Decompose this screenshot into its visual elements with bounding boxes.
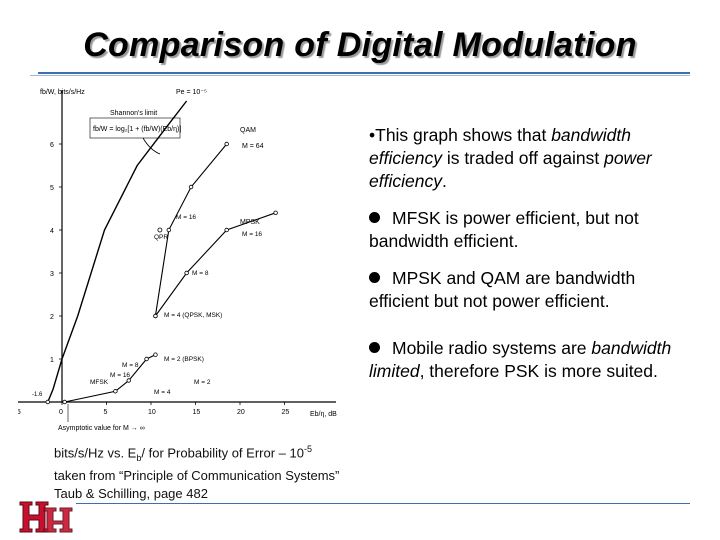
bullet-dot-icon bbox=[369, 272, 380, 283]
x-tick-label: 15 bbox=[193, 409, 201, 416]
mfsk-m16-label: M = 16 bbox=[110, 372, 130, 379]
mpsk-m4-label: M = 4 (QPSK, MSK) bbox=[164, 312, 222, 319]
mfsk-label: MFSK bbox=[90, 379, 109, 386]
caption-line-1: bits/s/Hz vs. Eb/ for Probability of Err… bbox=[54, 444, 312, 463]
data-point bbox=[113, 389, 118, 394]
bullet-dot-icon bbox=[369, 342, 380, 353]
bullet-mpsk-qam: MPSK and QAM are bandwidth efficient but… bbox=[369, 268, 636, 311]
shannon-limit-line bbox=[47, 100, 188, 403]
qam-line bbox=[154, 143, 228, 317]
slide-title: Comparison of Digital Modulation bbox=[83, 26, 637, 64]
graph-caption: bits/s/Hz vs. Eb/ for Probability of Err… bbox=[54, 440, 354, 503]
qam-m16-label: M = 16 bbox=[176, 214, 196, 221]
footer-rule bbox=[76, 503, 690, 504]
shannon-pointer bbox=[142, 137, 161, 155]
asymptote-label: Asymptotic value for M → ∞ bbox=[58, 425, 145, 432]
y-tick-label: 5 bbox=[50, 185, 54, 192]
data-point bbox=[153, 313, 158, 319]
shannon-formula: fb/W = log₂[1 + (fb/W)(Eb/η)] bbox=[93, 126, 181, 133]
shannon-formula-box bbox=[89, 117, 181, 139]
bpsk-label: M = 2 (BPSK) bbox=[164, 356, 204, 363]
y-tick-label: 4 bbox=[50, 228, 54, 235]
x-tick-label: -5 bbox=[18, 409, 21, 416]
data-point bbox=[62, 399, 67, 405]
mfsk-m4-label: M = 4 bbox=[154, 389, 171, 396]
x-tick-label: 20 bbox=[237, 409, 245, 416]
qpr-label: QPR bbox=[154, 234, 168, 241]
x-tick-label: 0 bbox=[59, 409, 63, 416]
mpsk-m8-label: M = 8 bbox=[192, 270, 209, 277]
bullet-list: •This graph shows that bandwidth efficie… bbox=[369, 124, 689, 397]
title-underline bbox=[38, 72, 690, 74]
x-tick-label: 25 bbox=[282, 409, 290, 416]
pe-label: Pe = 10⁻⁵ bbox=[176, 89, 207, 96]
bullet-mobile: Mobile radio systems are bandwidth limit… bbox=[369, 338, 672, 381]
data-point bbox=[126, 378, 131, 383]
bullet-mfsk: MFSK is power efficient, but not bandwid… bbox=[369, 208, 639, 251]
mfsk-m2-label: M = 2 bbox=[194, 379, 211, 386]
qpr-point bbox=[157, 227, 163, 233]
asymptote-value: -1.6 bbox=[32, 392, 43, 398]
data-point bbox=[184, 270, 189, 276]
modulation-graph: -5 0 5 10 15 20 25 1 2 3 4 5 6 fb/W, bits/s/Hz Pe =… bbox=[18, 89, 337, 432]
mpsk-label: MPSK bbox=[240, 219, 260, 226]
title-underline-thin bbox=[30, 75, 690, 76]
y-tick-label: 1 bbox=[50, 357, 54, 364]
caption-line-2: taken from “Principle of Communication S… bbox=[54, 467, 340, 483]
data-point bbox=[273, 210, 278, 215]
y-axis-label: fb/W, bits/s/Hz bbox=[40, 89, 85, 96]
bullet-dot-icon bbox=[369, 212, 380, 223]
university-logo bbox=[19, 501, 73, 533]
asymptote-point bbox=[45, 399, 50, 405]
data-point bbox=[144, 356, 149, 362]
data-point bbox=[188, 184, 194, 190]
x-tick-label: 5 bbox=[104, 409, 108, 416]
mpsk-m16-label: M = 16 bbox=[242, 231, 262, 238]
mfsk-m8-label: M = 8 bbox=[122, 362, 139, 369]
qam-m64-label: M = 64 bbox=[242, 143, 264, 150]
y-tick-label: 6 bbox=[50, 142, 54, 149]
caption-line-3: Taub & Schilling, page 482 bbox=[54, 485, 208, 501]
y-tick-label: 2 bbox=[50, 314, 54, 321]
x-axis-label: Eb/η, dB bbox=[310, 411, 337, 418]
data-point bbox=[166, 227, 171, 233]
mpsk-line bbox=[154, 212, 276, 317]
qam-label: QAM bbox=[240, 127, 256, 134]
bullet-tradeoff: •This graph shows that bandwidth efficie… bbox=[369, 125, 652, 191]
x-tick-label: 10 bbox=[148, 409, 156, 416]
y-tick-label: 3 bbox=[50, 271, 54, 278]
shannon-label: Shannon's limit bbox=[110, 110, 157, 117]
data-point bbox=[224, 141, 229, 147]
data-point bbox=[153, 352, 158, 357]
data-point bbox=[224, 227, 229, 233]
